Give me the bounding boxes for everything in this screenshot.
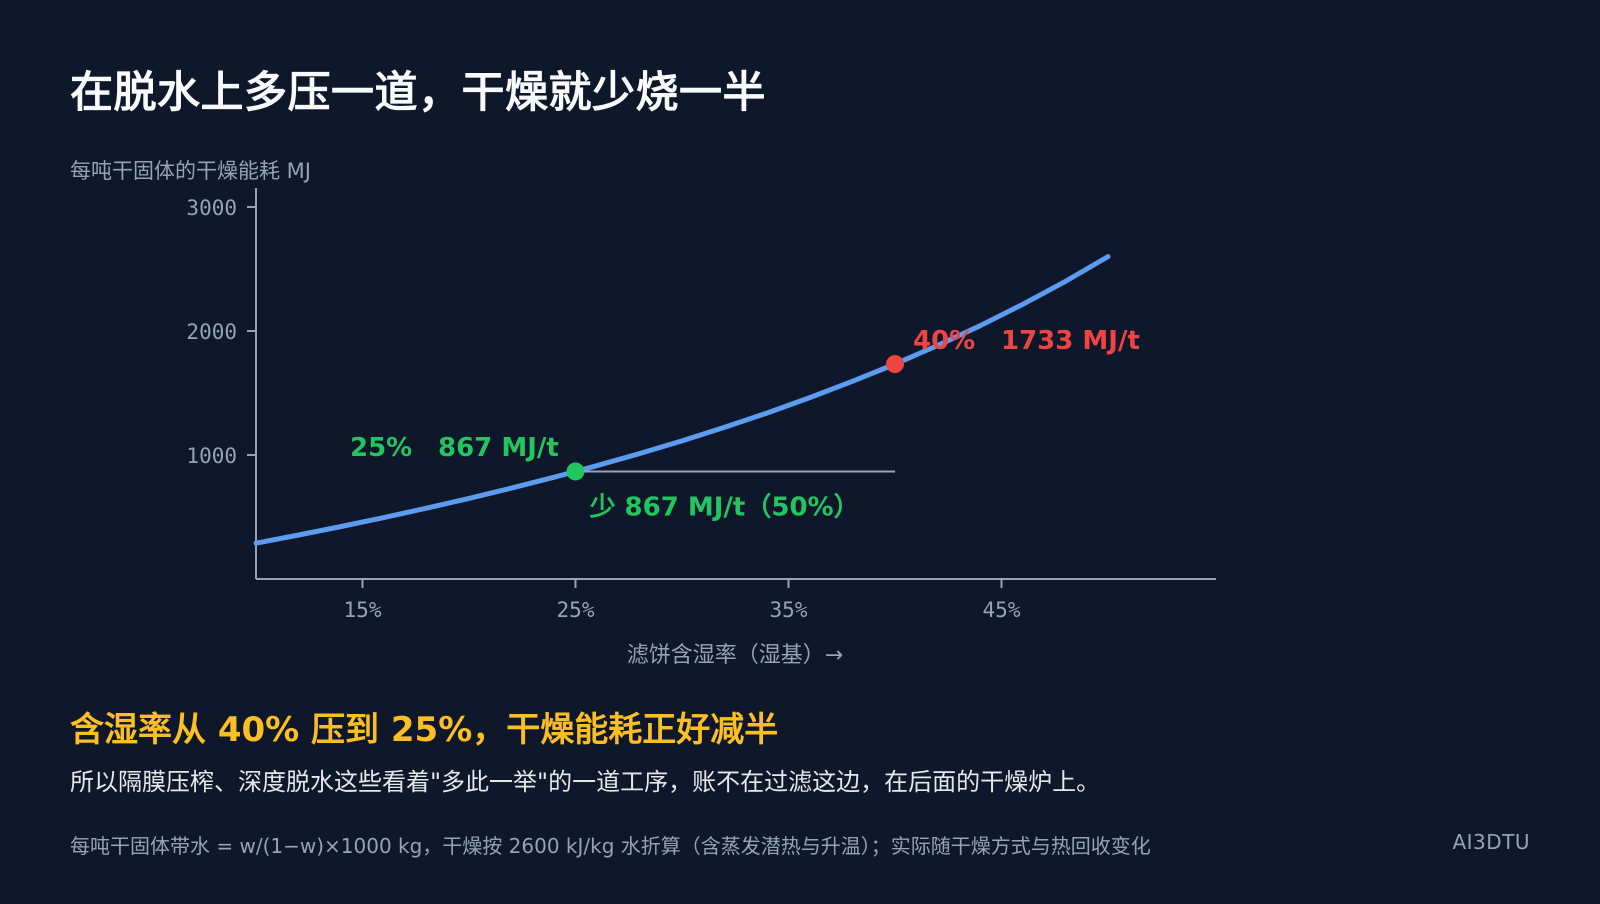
point-percent-label: 25% xyxy=(350,433,412,463)
savings-label: 少 867 MJ/t（50%） xyxy=(589,492,860,522)
x-tick-label: 45% xyxy=(983,598,1021,622)
y-tick-label: 2000 xyxy=(186,320,237,344)
point-percent-label: 40% xyxy=(913,326,975,356)
page-title: 在脱水上多压一道，干燥就少烧一半 xyxy=(70,68,766,118)
point-value-label: 867 MJ/t xyxy=(438,433,559,463)
x-axis-label: 滤饼含湿率（湿基）→ xyxy=(627,643,843,668)
y-tick-label: 3000 xyxy=(186,196,237,220)
explanation-text: 所以隔膜压榨、深度脱水这些看着"多此一举"的一道工序，账不在过滤这边，在后面的干… xyxy=(70,768,1101,796)
x-tick-label: 25% xyxy=(557,598,595,622)
energy-curve xyxy=(253,254,1111,546)
point-value-label: 1733 MJ/t xyxy=(1001,326,1140,356)
footnote: 每吨干固体带水 = w/(1−w)×1000 kg，干燥按 2600 kJ/kg… xyxy=(70,834,1151,858)
data-point-green xyxy=(566,462,585,481)
y-axis-label: 每吨干固体的干燥能耗 MJ xyxy=(70,159,311,183)
x-tick-label: 35% xyxy=(770,598,808,622)
data-point-red xyxy=(886,355,904,374)
key-takeaway: 含湿率从 40% 压到 25%，干燥能耗正好减半 xyxy=(70,710,779,750)
y-tick-label: 1000 xyxy=(186,444,237,468)
brand-mark: AI3DTU xyxy=(1452,830,1530,854)
x-tick-label: 15% xyxy=(344,598,382,622)
